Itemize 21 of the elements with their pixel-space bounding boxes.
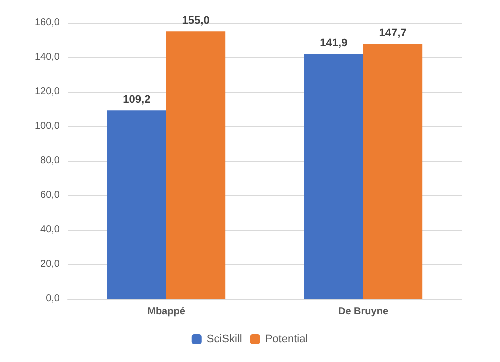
- data-label: 109,2: [123, 94, 151, 106]
- y-tick-label: 120,0: [34, 86, 60, 98]
- legend-label: Potential: [265, 334, 308, 346]
- y-tick-label: 80,0: [40, 156, 60, 166]
- bar: [166, 32, 226, 299]
- data-label: 141,9: [320, 38, 348, 50]
- x-tick-label: Mbappé: [148, 306, 186, 318]
- bar: [364, 44, 423, 299]
- bar: [107, 110, 166, 299]
- y-tick-label: 40,0: [40, 224, 60, 236]
- y-tick-label: 60,0: [40, 190, 60, 201]
- legend-label: SciSkill: [206, 334, 242, 346]
- y-tick-label: 100,0: [34, 121, 60, 132]
- y-tick-label: 0,0: [46, 294, 60, 304]
- y-tick-label: 20,0: [40, 259, 60, 270]
- data-label: 155,0: [182, 15, 210, 28]
- data-label: 147,7: [379, 28, 407, 40]
- y-tick-label: 160,0: [34, 18, 60, 28]
- bar: [304, 54, 364, 299]
- y-tick-label: 140,0: [34, 52, 60, 63]
- x-tick-label: De Bruyne: [338, 306, 389, 318]
